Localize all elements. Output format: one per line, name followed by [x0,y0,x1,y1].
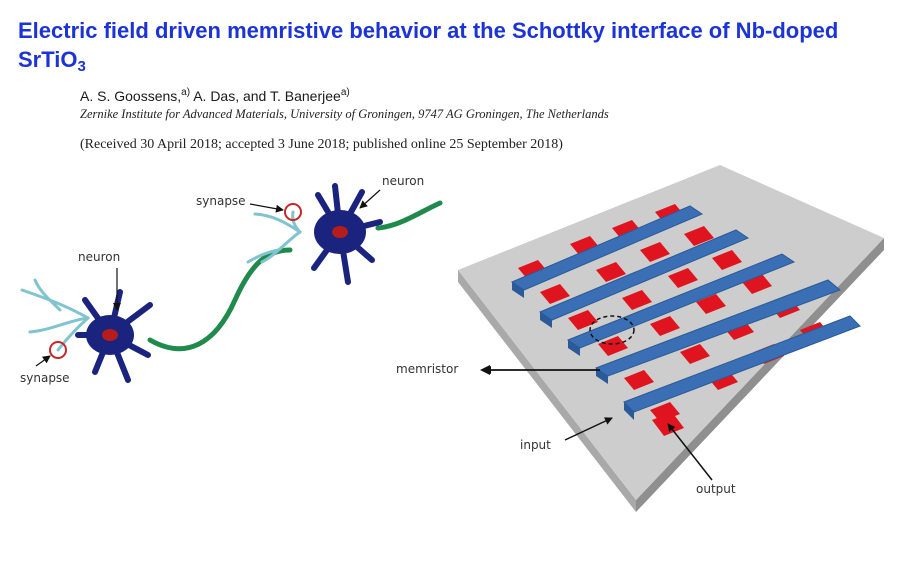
right-neuron [311,183,383,285]
title-subscript: 3 [77,58,86,75]
crossbar-array: memristor input output [396,165,884,512]
affiliation: Zernike Institute for Advanced Materials… [80,107,609,121]
author-rest: A. Das, and T. Banerjee [190,88,341,104]
substrate-side [636,238,884,512]
substrate-top [458,165,884,500]
neuron-illustration: neuron synapse neuron synapse [20,174,443,385]
right-dendrites [246,210,302,264]
output-label: output [696,482,736,496]
author-rest-mark: a) [340,87,350,98]
substrate-front [458,270,636,512]
synapse-bottom-arrow [35,355,51,367]
memristor-highlight [589,315,635,345]
synapse-bottom-label: synapse [20,371,70,385]
synapse-top-arrow [249,203,284,213]
neuron-left-label: neuron [78,250,120,264]
received-dates: (Received 30 April 2018; accepted 3 June… [80,137,563,152]
paper-title: Electric field driven memristive behavio… [18,16,878,74]
author-1-mark: a) [181,87,191,98]
input-arrow [564,417,613,441]
synapse-circle-top [284,203,302,221]
title-main: Electric field driven memristive behavio… [18,18,839,72]
synapse-top-label: synapse [196,194,246,208]
memristor-arrowhead [480,365,490,375]
author-1: A. S. Goossens, [80,88,182,104]
synapse-circle-bottom [49,341,67,359]
axon-right [375,200,443,231]
neuron-right-label: neuron [382,174,424,188]
input-label: input [520,438,551,452]
left-neuron [75,289,153,383]
left-dendrites [20,278,90,352]
axon [147,247,293,352]
top-electrodes [510,205,861,413]
memristor-label: memristor [396,362,458,376]
author-line: A. S. Goossens,a) A. Das, and T. Banerje… [80,87,350,105]
output-arrow [667,423,713,481]
top-electrode-row-5 [623,315,861,413]
top-electrode-faces [512,282,634,420]
neuron-right-arrow [359,189,381,209]
